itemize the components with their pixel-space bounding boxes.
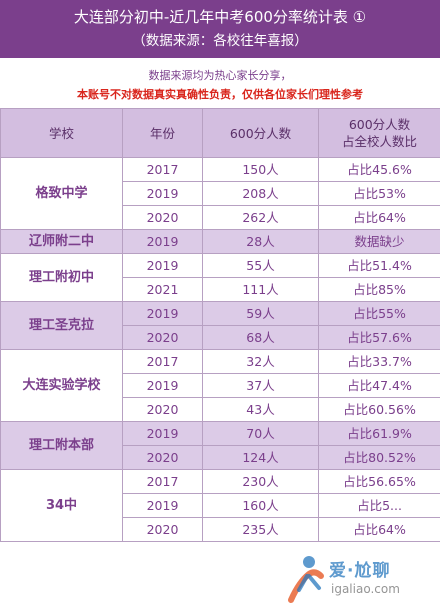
- table-row: 2021 111人 占比85%: [1, 277, 440, 302]
- year-cell: 2017: [122, 469, 203, 494]
- ratio-cell: 占比47.4%: [318, 373, 440, 398]
- ratio-cell: 占比51.4%: [318, 253, 440, 278]
- year-cell: 2021: [122, 277, 203, 302]
- ratio-cell: 占比5...: [318, 493, 440, 518]
- year-cell: 2019: [122, 493, 203, 518]
- count-cell: 150人: [202, 157, 319, 182]
- count-cell: 55人: [202, 253, 319, 278]
- count-cell: 235人: [202, 517, 319, 542]
- disclaimer: 数据来源均为热心家长分享， 本账号不对数据真实真确性负责，仅供各位家长们理性参考: [0, 58, 440, 108]
- count-cell: 32人: [202, 349, 319, 374]
- count-cell: 262人: [202, 205, 319, 230]
- warning-note: 本账号不对数据真实真确性负责，仅供各位家长们理性参考: [77, 88, 363, 101]
- table-row: 理工附初中 2019 55人 占比51.4%: [0, 253, 440, 302]
- ratio-cell: 占比33.7%: [318, 349, 440, 374]
- ratio-cell: 占比57.6%: [318, 325, 440, 350]
- runner-logo-icon: [288, 556, 324, 603]
- school-name: 理工圣克拉: [0, 301, 123, 350]
- ratio-cell: 占比80.52%: [318, 445, 440, 470]
- ratio-cell: 占比85%: [318, 277, 440, 302]
- count-cell: 124人: [202, 445, 319, 470]
- table-row: 理工附本部 2019 70人 占比61.9%: [0, 421, 440, 470]
- year-cell: 2019: [122, 301, 203, 326]
- school-name: 34中: [0, 469, 123, 542]
- source-note: 数据来源均为热心家长分享，: [148, 69, 292, 82]
- count-cell: 230人: [202, 469, 319, 494]
- count-cell: 111人: [202, 277, 319, 302]
- year-cell: 2020: [122, 205, 203, 230]
- page-title: 大连部分初中-近几年中考600分率统计表 ①: [73, 8, 367, 26]
- year-cell: 2019: [122, 229, 203, 254]
- year-cell: 2019: [122, 253, 203, 278]
- year-cell: 2019: [122, 181, 203, 206]
- year-cell: 2017: [122, 157, 203, 182]
- year-cell: 2020: [122, 445, 203, 470]
- year-cell: 2020: [122, 397, 203, 422]
- table-row: 34中 2017 230人 占比56.65%: [0, 469, 440, 542]
- table-row: 2020 124人 占比80.52%: [1, 445, 440, 470]
- table-row: 2020 235人 占比64%: [1, 517, 440, 542]
- table-row: 2019 208人 占比53%: [1, 181, 440, 206]
- header-school: 学校: [0, 108, 123, 158]
- ratio-cell: 数据缺少: [318, 229, 440, 254]
- header-year: 年份: [122, 108, 203, 158]
- table-row: 大连实验学校 2017 32人 占比33.7%: [0, 349, 440, 422]
- count-cell: 43人: [202, 397, 319, 422]
- count-cell: 160人: [202, 493, 319, 518]
- school-name: 理工附初中: [0, 253, 123, 302]
- year-cell: 2017: [122, 349, 203, 374]
- title-banner: 大连部分初中-近几年中考600分率统计表 ① （数据来源：各校往年喜报）: [0, 0, 440, 58]
- header-count: 600分人数: [202, 108, 319, 158]
- table-row: 2019 160人 占比5...: [1, 493, 440, 518]
- ratio-cell: 占比55%: [318, 301, 440, 326]
- ratio-cell: 占比56.65%: [318, 469, 440, 494]
- year-cell: 2019: [122, 373, 203, 398]
- school-name: 辽师附二中: [0, 229, 123, 254]
- count-cell: 208人: [202, 181, 319, 206]
- table-row: 格致中学 2017 150人 占比45.6%: [0, 157, 440, 230]
- table-row: 2020 68人 占比57.6%: [1, 325, 440, 350]
- school-name: 格致中学: [0, 157, 123, 230]
- ratio-cell: 占比61.9%: [318, 421, 440, 446]
- table-row: 2019 37人 占比47.4%: [1, 373, 440, 398]
- count-cell: 28人: [202, 229, 319, 254]
- watermark-brand: 爱·尬聊: [329, 561, 391, 581]
- watermark-url: igaliao.com: [331, 582, 400, 596]
- school-name: 理工附本部: [0, 421, 123, 470]
- statistics-table: 学校 年份 600分人数 600分人数 占全校人数比 格致中学 2017 150…: [0, 108, 440, 542]
- ratio-cell: 占比53%: [318, 181, 440, 206]
- table-body: 格致中学 2017 150人 占比45.6% 2019 208人 占比53% 2…: [0, 157, 440, 542]
- table-row: 理工圣克拉 2019 59人 占比55%: [0, 301, 440, 350]
- ratio-cell: 占比64%: [318, 517, 440, 542]
- table-row: 2020 262人 占比64%: [1, 205, 440, 230]
- count-cell: 68人: [202, 325, 319, 350]
- year-cell: 2019: [122, 421, 203, 446]
- count-cell: 70人: [202, 421, 319, 446]
- watermark: 爱·尬聊 igaliao.com: [285, 552, 435, 608]
- ratio-cell: 占比45.6%: [318, 157, 440, 182]
- year-cell: 2020: [122, 517, 203, 542]
- header-ratio: 600分人数 占全校人数比: [318, 108, 440, 158]
- page-subtitle: （数据来源：各校往年喜报）: [132, 33, 308, 49]
- school-name: 大连实验学校: [0, 349, 123, 422]
- table-row: 辽师附二中 2019 28人 数据缺少: [0, 229, 440, 254]
- count-cell: 59人: [202, 301, 319, 326]
- table-header-row: 学校 年份 600分人数 600分人数 占全校人数比: [0, 108, 440, 158]
- count-cell: 37人: [202, 373, 319, 398]
- ratio-cell: 占比64%: [318, 205, 440, 230]
- year-cell: 2020: [122, 325, 203, 350]
- ratio-cell: 占比60.56%: [318, 397, 440, 422]
